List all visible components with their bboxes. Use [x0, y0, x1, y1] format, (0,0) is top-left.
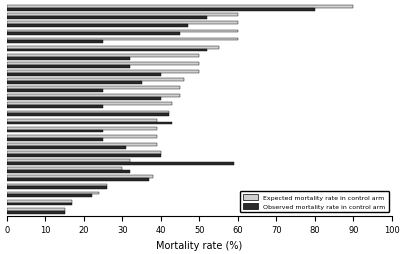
Bar	[7, 184, 107, 187]
Bar	[7, 211, 65, 214]
Bar	[7, 146, 126, 149]
Bar	[7, 57, 130, 60]
Bar	[7, 170, 130, 173]
Bar	[7, 9, 315, 12]
Bar	[7, 55, 200, 57]
Bar	[7, 74, 161, 76]
Bar	[7, 41, 103, 44]
Bar	[7, 162, 234, 165]
Bar	[7, 176, 153, 179]
Bar	[7, 114, 168, 117]
Bar	[7, 203, 72, 205]
Bar	[7, 138, 103, 141]
Legend: Expected mortality rate in control arm, Observed mortality rate in control arm: Expected mortality rate in control arm, …	[240, 192, 389, 213]
Bar	[7, 66, 130, 68]
Bar	[7, 200, 72, 203]
Bar	[7, 119, 157, 122]
Bar	[7, 168, 122, 170]
Bar	[7, 111, 168, 114]
Bar	[7, 106, 103, 109]
Bar	[7, 154, 161, 157]
Bar	[7, 90, 103, 92]
Bar	[7, 46, 219, 49]
Bar	[7, 63, 200, 66]
Bar	[7, 82, 141, 85]
Bar	[7, 38, 238, 41]
Bar	[7, 30, 238, 33]
Bar	[7, 127, 157, 130]
Bar	[7, 160, 130, 162]
Bar	[7, 192, 99, 195]
Bar	[7, 122, 173, 125]
Bar	[7, 87, 180, 90]
Bar	[7, 144, 157, 146]
Bar	[7, 22, 238, 25]
Bar	[7, 14, 238, 17]
X-axis label: Mortality rate (%): Mortality rate (%)	[156, 240, 242, 250]
Bar	[7, 135, 157, 138]
Bar	[7, 103, 173, 106]
Bar	[7, 49, 207, 52]
Bar	[7, 71, 200, 74]
Bar	[7, 79, 184, 82]
Bar	[7, 208, 65, 211]
Bar	[7, 25, 188, 28]
Bar	[7, 95, 180, 98]
Bar	[7, 6, 354, 9]
Bar	[7, 195, 92, 198]
Bar	[7, 130, 103, 133]
Bar	[7, 179, 149, 181]
Bar	[7, 33, 180, 36]
Bar	[7, 152, 161, 154]
Bar	[7, 98, 161, 101]
Bar	[7, 17, 207, 20]
Bar	[7, 187, 107, 189]
